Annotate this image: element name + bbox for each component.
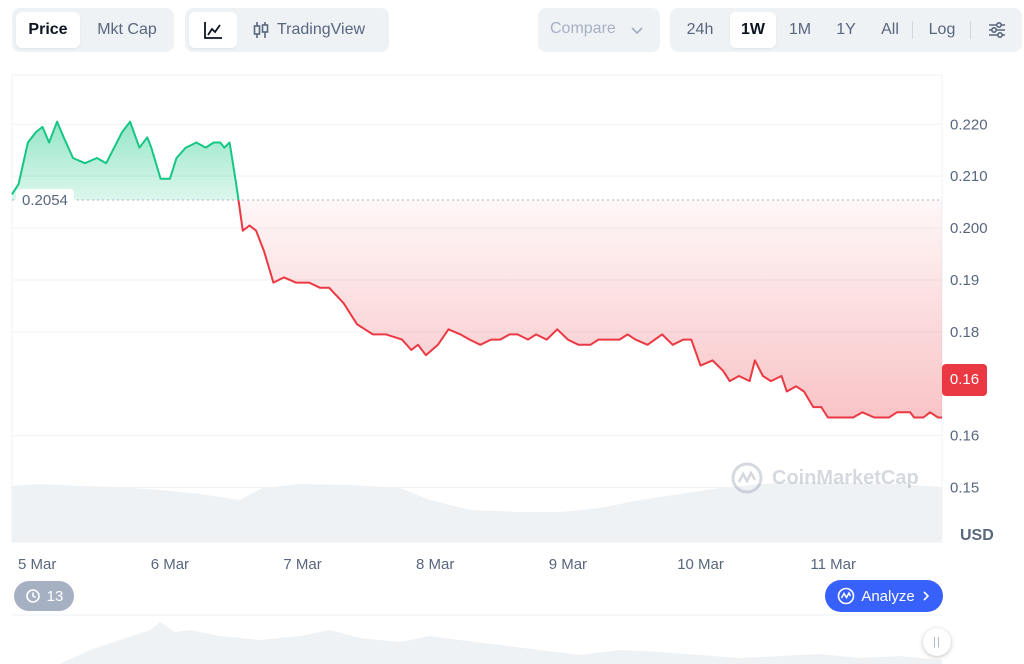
compare-label: Compare	[550, 20, 616, 37]
chart-type-toggle: TradingView	[185, 8, 389, 52]
volume-area	[12, 482, 942, 542]
event-history-button[interactable]: 13	[14, 581, 74, 611]
y-tick-label: 0.200	[950, 220, 988, 237]
analyze-icon	[838, 587, 855, 605]
compare-dropdown[interactable]: Compare	[538, 8, 660, 52]
x-tick-label: 7 Mar	[283, 556, 321, 573]
y-tick-label: 0.220	[950, 116, 988, 133]
range-1m[interactable]: 1M	[788, 21, 812, 38]
line-chart-icon	[204, 22, 222, 39]
y-tick-label: 0.15	[950, 480, 979, 497]
y-tick-label: 0.16	[950, 428, 979, 445]
x-tick-label: 11 Mar	[810, 556, 856, 573]
chevron-down-icon	[631, 27, 643, 35]
y-tick-label: 0.18	[950, 324, 979, 341]
tab-price[interactable]: Price	[16, 12, 80, 48]
currency-label: USD	[960, 527, 994, 544]
range-selector: 24h 1W 1M 1Y All Log	[670, 8, 1022, 52]
area-fill-below-open	[238, 200, 942, 418]
y-tick-label: 0.210	[950, 168, 988, 185]
price-line-down	[237, 199, 942, 419]
history-icon	[25, 589, 40, 603]
x-tick-label: 9 Mar	[549, 556, 587, 573]
sliders-icon	[989, 21, 1005, 39]
settings-button[interactable]	[978, 12, 1016, 48]
tab-mkt-cap[interactable]: Mkt Cap	[97, 21, 157, 38]
coinmarketcap-logo-icon	[731, 462, 763, 494]
line-chart-button[interactable]	[189, 12, 237, 48]
price-mktcap-toggle: Price Mkt Cap	[12, 8, 174, 52]
watermark: CoinMarketCap	[730, 460, 919, 496]
price-line-up	[11, 120, 240, 201]
analyze-label: Analyze	[861, 587, 915, 605]
chevron-right-icon	[923, 591, 929, 601]
x-tick-label: 8 Mar	[416, 556, 454, 573]
toolbar-divider	[970, 21, 971, 39]
navigator-sparkline	[12, 622, 942, 664]
grip-icon: ||	[933, 636, 941, 648]
watermark-text: CoinMarketCap	[772, 466, 919, 489]
range-1y[interactable]: 1Y	[836, 21, 856, 38]
toolbar-divider	[912, 21, 913, 39]
current-price-badge: 0.16	[942, 364, 987, 396]
tradingview-button[interactable]: TradingView	[245, 12, 385, 48]
open-price-label: 0.2054	[16, 189, 74, 213]
area-fill-above-open	[12, 121, 239, 201]
tradingview-label: TradingView	[277, 21, 366, 38]
x-tick-label: 5 Mar	[18, 556, 56, 573]
navigator-handle[interactable]: ||	[923, 628, 951, 656]
range-24h[interactable]: 24h	[686, 21, 714, 38]
range-all[interactable]: All	[881, 21, 899, 38]
x-tick-label: 6 Mar	[151, 556, 189, 573]
range-1w[interactable]: 1W	[730, 12, 776, 48]
y-tick-label: 0.19	[950, 272, 979, 289]
analyze-button[interactable]: Analyze	[825, 580, 943, 612]
x-tick-label: 10 Mar	[677, 556, 724, 573]
log-scale-button[interactable]: Log	[928, 21, 956, 38]
candlestick-icon	[253, 22, 269, 38]
history-count: 13	[46, 587, 64, 605]
